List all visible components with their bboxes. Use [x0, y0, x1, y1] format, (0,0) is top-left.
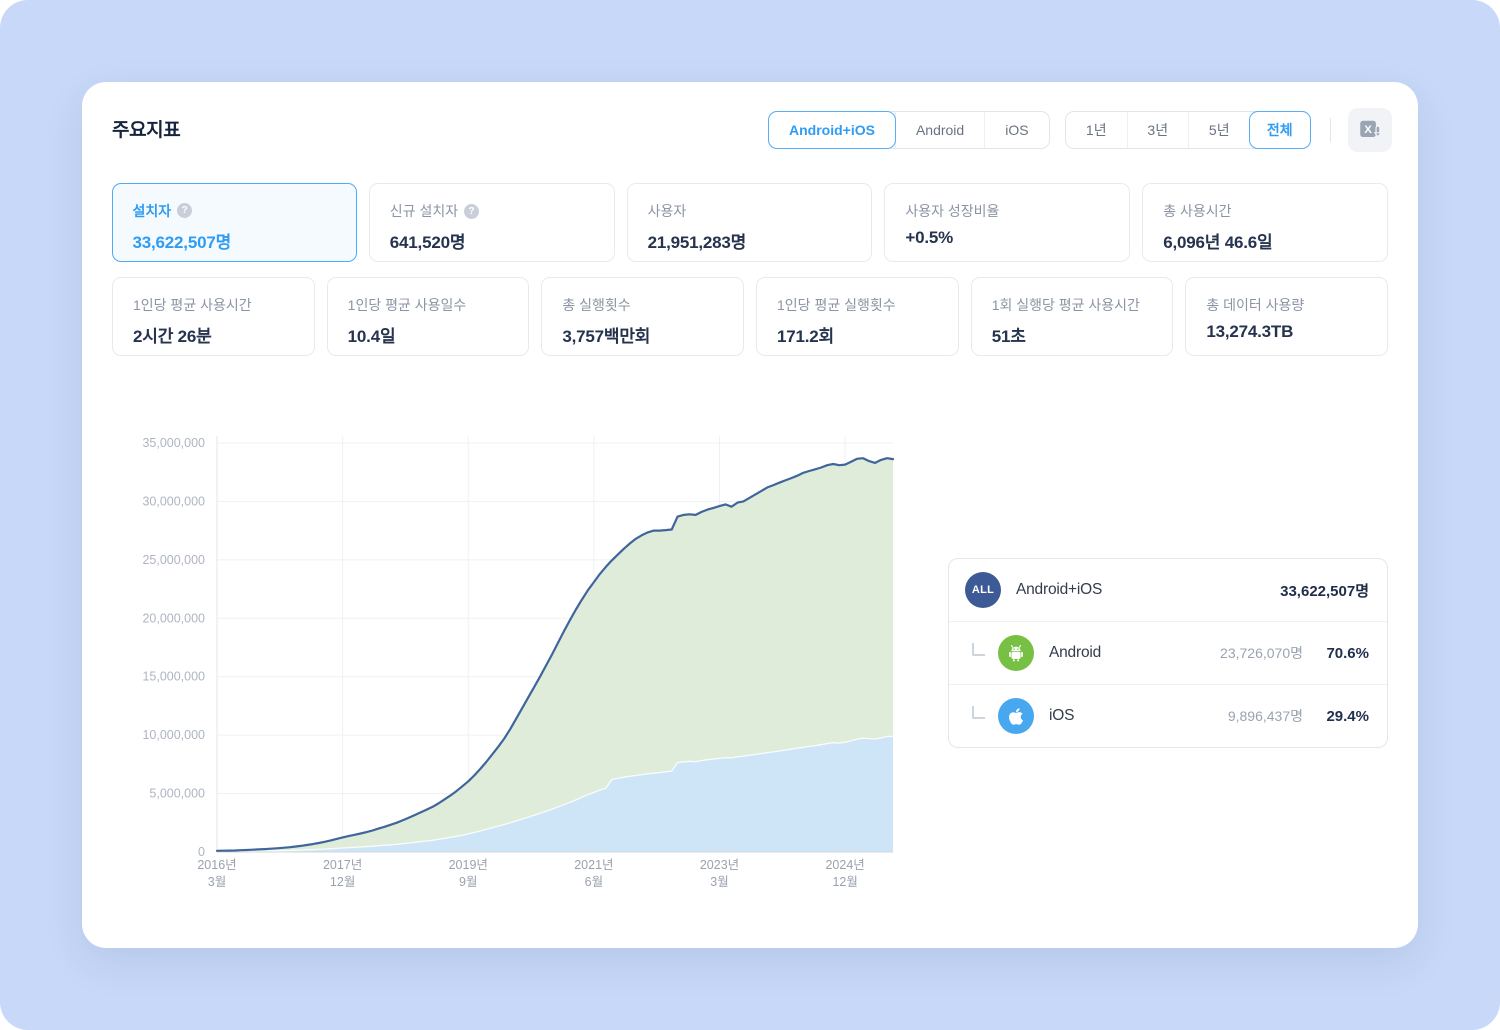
metric-value: 10.4일 [347, 327, 396, 346]
legend-row-ios[interactable]: iOS 9,896,437명 29.4% [949, 684, 1387, 747]
platform-tab-ios[interactable]: iOS [984, 112, 1048, 148]
period-tab-all[interactable]: 전체 [1248, 111, 1311, 149]
metric-card-installers[interactable]: 설치자 ? 33,622,507명 [112, 183, 357, 262]
metric-label: 총 실행횟수 [562, 297, 631, 313]
metric-card-total-data-usage[interactable]: 총 데이터 사용량 13,274.3TB [1185, 277, 1389, 356]
sub-item-corner-icon [972, 705, 985, 719]
legend-count: 23,726,070명 [1220, 645, 1303, 661]
legend-label: Android [1049, 644, 1102, 661]
svg-text:X: X [1364, 124, 1372, 136]
excel-download-icon: X [1357, 117, 1383, 143]
legend-label: iOS [1049, 707, 1075, 724]
svg-text:10,000,000: 10,000,000 [142, 728, 205, 742]
legend-percent: 29.4% [1326, 707, 1369, 725]
metric-value: +0.5% [905, 228, 954, 247]
platform-tab-android[interactable]: Android [894, 112, 984, 148]
page-title: 주요지표 [112, 120, 181, 141]
metric-value: 3,757백만회 [562, 327, 651, 346]
help-icon[interactable]: ? [177, 203, 193, 218]
platform-tab-android-ios[interactable]: Android+iOS [768, 111, 896, 149]
metric-value: 171.2회 [777, 327, 834, 346]
metric-card-total-usage-time[interactable]: 총 사용시간 6,096년 46.6일 [1142, 183, 1388, 262]
metric-card-avg-launches[interactable]: 1인당 평균 실행횟수 171.2회 [756, 277, 959, 356]
metric-card-avg-usage-time[interactable]: 1인당 평균 사용시간 2시간 26분 [112, 277, 315, 356]
svg-text:15,000,000: 15,000,000 [142, 670, 205, 684]
metric-value: 641,520명 [389, 233, 466, 252]
metric-label: 사용자 성장비율 [905, 203, 1000, 219]
help-icon[interactable]: ? [464, 203, 480, 219]
metric-label: 사용자 [647, 203, 687, 219]
all-badge-icon: ALL [965, 572, 1001, 608]
period-tab-1y[interactable]: 1년 [1066, 112, 1127, 148]
metric-card-avg-time-per-launch[interactable]: 1회 실행당 평균 사용시간 51초 [970, 277, 1174, 356]
legend-total-value: 33,622,507명 [1280, 582, 1369, 600]
metric-card-avg-usage-days[interactable]: 1인당 평균 사용일수 10.4일 [326, 277, 530, 356]
period-tab-3y[interactable]: 3년 [1126, 112, 1189, 148]
metric-value: 33,622,507명 [132, 232, 232, 252]
apple-icon [998, 698, 1034, 734]
metric-label: 1인당 평균 실행횟수 [777, 297, 896, 313]
metric-label: 설치자 [132, 202, 172, 219]
metric-label: 총 사용시간 [1163, 203, 1232, 219]
svg-text:0: 0 [198, 845, 205, 859]
legend-row-android[interactable]: Android 23,726,070명 70.6% [949, 621, 1387, 684]
platform-toggle-group: Android+iOS Android iOS [768, 111, 1050, 149]
metric-value: 13,274.3TB [1206, 322, 1294, 341]
header-divider [1330, 118, 1331, 142]
metric-label: 1인당 평균 사용일수 [347, 297, 467, 313]
metric-value: 51초 [991, 327, 1026, 346]
metric-card-user-growth[interactable]: 사용자 성장비율 +0.5% [884, 183, 1131, 262]
dashboard-panel: 주요지표 Android+iOS Android iOS 1년 3년 5년 전체… [82, 82, 1418, 948]
svg-text:30,000,000: 30,000,000 [142, 494, 205, 508]
svg-text:20,000,000: 20,000,000 [142, 611, 205, 625]
metric-card-total-launches[interactable]: 총 실행횟수 3,757백만회 [541, 277, 745, 356]
installers-trend-chart: 0 5,000,000 10,000,000 15,000,000 20,000,000… [142, 436, 895, 889]
svg-text:35,000,000: 35,000,000 [142, 436, 205, 450]
legend-count: 9,896,437명 [1227, 708, 1303, 724]
excel-export-button[interactable]: X [1348, 108, 1392, 152]
svg-text:5,000,000: 5,000,000 [149, 787, 205, 801]
metric-label: 총 데이터 사용량 [1206, 297, 1305, 313]
chart-legend-panel: ALL Android+iOS 33,622,507명 [948, 558, 1388, 748]
period-tab-5y[interactable]: 5년 [1188, 112, 1250, 148]
metric-value: 2시간 26분 [133, 327, 212, 346]
metric-label: 1인당 평균 사용시간 [133, 297, 252, 313]
metric-row-2: 1인당 평균 사용시간 2시간 26분 1인당 평균 사용일수 10.4일 총 … [112, 277, 1389, 356]
legend-percent: 70.6% [1326, 644, 1369, 662]
legend-label: Android+iOS [1016, 581, 1103, 598]
metric-label: 1회 실행당 평균 사용시간 [991, 297, 1140, 313]
metric-card-new-installers[interactable]: 신규 설치자 ? 641,520명 [368, 183, 615, 262]
svg-text:25,000,000: 25,000,000 [142, 553, 205, 567]
metric-label: 신규 설치자 [389, 203, 459, 219]
android-icon [998, 635, 1034, 671]
metric-value: 6,096년 46.6일 [1163, 233, 1273, 252]
sub-item-corner-icon [972, 642, 985, 656]
metric-card-users[interactable]: 사용자 21,951,283명 [626, 183, 873, 262]
period-toggle-group: 1년 3년 5년 전체 [1065, 111, 1311, 149]
metric-row-1: 설치자 ? 33,622,507명 신규 설치자 ? 641,520명 사용자 … [112, 183, 1388, 262]
metric-value: 21,951,283명 [647, 233, 747, 252]
legend-row-all[interactable]: ALL Android+iOS 33,622,507명 [949, 559, 1387, 621]
